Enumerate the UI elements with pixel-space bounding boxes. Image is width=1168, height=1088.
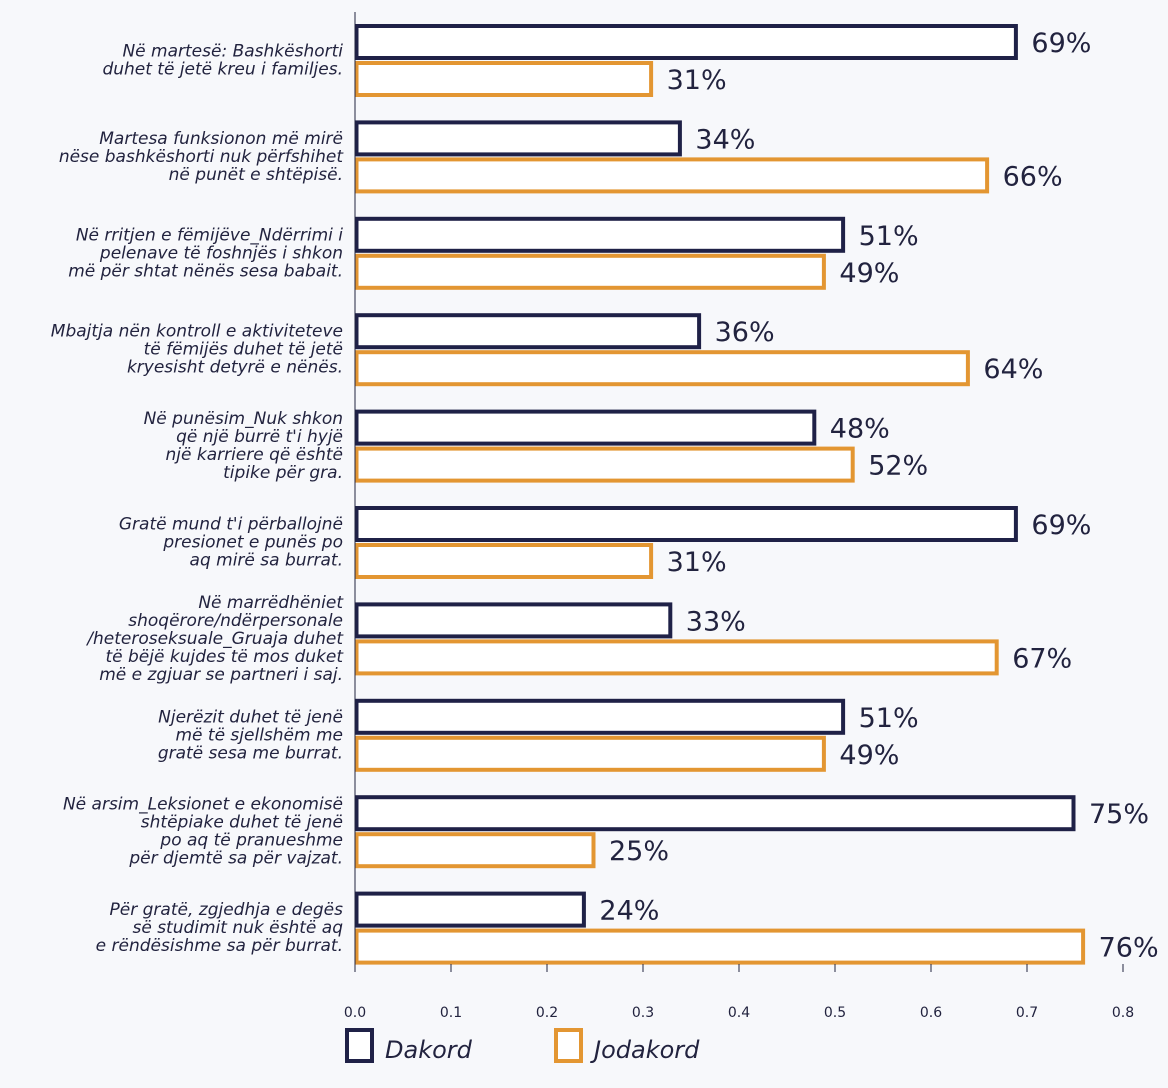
value-label-dakord-1: 69% [1031, 28, 1091, 59]
value-label-dakord-4: 36% [715, 317, 775, 348]
value-label-jodakord-8: 49% [839, 740, 899, 771]
bar-jodakord-1 [354, 61, 654, 97]
x-tick-label-3: 0.3 [632, 1005, 654, 1021]
value-label-dakord-8: 51% [859, 703, 919, 734]
category-label-9: Në arsim_Leksionet e ekonomisë shtëpiake … [63, 795, 343, 869]
x-tick-label-8: 0.8 [1112, 1005, 1134, 1021]
value-label-dakord-3: 51% [859, 221, 919, 252]
category-label-6: Gratë mund t'i përballojnë presionet e pu… [119, 515, 343, 571]
value-label-jodakord-3: 49% [839, 258, 899, 289]
category-label-3: Në rritjen e fëmijëve_Ndërrimi i pelenave… [68, 225, 343, 281]
legend-label-jodakord: Jodakord [590, 1036, 700, 1064]
bar-dakord-2 [354, 120, 682, 157]
x-tick-label-0: 0.0 [344, 1005, 366, 1021]
value-label-jodakord-2: 66% [1003, 161, 1063, 192]
x-tick-label-5: 0.5 [824, 1005, 846, 1021]
value-label-dakord-9: 75% [1089, 799, 1149, 830]
category-label-1: Në martesë: Bashkëshorti duhet të jetë kr… [102, 42, 343, 80]
value-label-jodakord-10: 76% [1099, 933, 1159, 964]
bar-jodakord-8 [354, 735, 826, 772]
legend-label-dakord: Dakord [385, 1036, 473, 1064]
value-label-dakord-2: 34% [695, 124, 755, 155]
value-label-jodakord-5: 52% [868, 451, 928, 482]
x-tick-label-1: 0.1 [440, 1005, 462, 1021]
bar-jodakord-4 [354, 350, 970, 387]
value-label-jodakord-9: 25% [609, 836, 669, 867]
value-label-dakord-10: 24% [599, 896, 659, 927]
value-label-jodakord-6: 31% [667, 547, 727, 578]
value-label-dakord-7: 33% [686, 606, 746, 637]
bar-dakord-1 [354, 24, 1018, 60]
bar-dakord-8 [354, 698, 846, 735]
x-tick-label-2: 0.2 [536, 1005, 558, 1021]
value-label-dakord-5: 48% [830, 414, 890, 445]
x-tick-label-6: 0.6 [920, 1005, 942, 1021]
bar-jodakord-7 [354, 639, 999, 676]
category-label-2: Martesa funksionon më mirë nëse bashkësho… [59, 129, 345, 185]
bar-dakord-4 [354, 313, 702, 350]
category-label-8: Njerëzit duhet të jenë më të sjellshëm me… [158, 707, 343, 763]
bar-jodakord-6 [354, 543, 654, 579]
value-label-jodakord-7: 67% [1012, 643, 1072, 674]
bar-dakord-6 [354, 506, 1018, 542]
category-label-5: Në punësim_Nuk shkon që një burrë t'i hyj… [144, 409, 343, 483]
bar-jodakord-10 [354, 928, 1086, 965]
bar-dakord-9 [354, 795, 1076, 832]
legend-swatch-dakord [345, 1028, 374, 1063]
category-label-7: Në marrëdhëniet shoqërore/ndërpersonale/h… [85, 593, 344, 685]
value-label-jodakord-4: 64% [983, 354, 1043, 385]
category-label-4: Mbajtja nën kontroll e aktiviteteve të fë… [51, 322, 343, 378]
bar-jodakord-5 [354, 446, 855, 483]
category-label-10: Për gratë, zgjedhja e degës së studimit n… [96, 900, 344, 956]
bar-jodakord-9 [354, 832, 596, 869]
bar-dakord-10 [354, 891, 586, 928]
bar-dakord-7 [354, 602, 673, 639]
bar-jodakord-3 [354, 253, 826, 290]
x-tick-label-4: 0.4 [728, 1005, 750, 1021]
value-label-dakord-6: 69% [1031, 510, 1091, 541]
legend-swatch-jodakord [554, 1028, 583, 1063]
value-label-jodakord-1: 31% [667, 65, 727, 96]
x-tick-label-7: 0.7 [1016, 1005, 1038, 1021]
bar-jodakord-2 [354, 157, 990, 194]
bar-dakord-3 [354, 216, 846, 253]
bar-dakord-5 [354, 409, 817, 446]
